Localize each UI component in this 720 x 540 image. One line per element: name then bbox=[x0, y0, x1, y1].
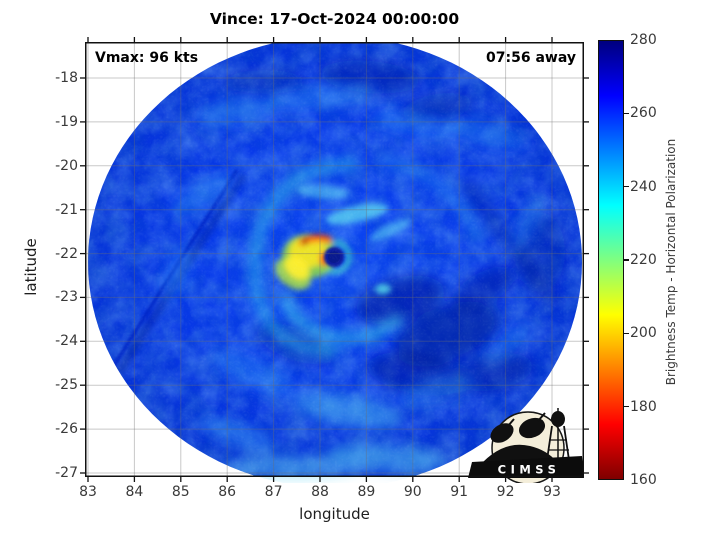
y-tick-label: -27 bbox=[55, 465, 78, 481]
cimss-logo-text: CIMSS bbox=[498, 463, 561, 477]
cimss-logo: CIMSS bbox=[468, 408, 584, 483]
axis-tick-marks bbox=[80, 37, 589, 482]
colorbar-tick-label: 280 bbox=[630, 32, 657, 48]
y-tick-label: -18 bbox=[55, 70, 78, 86]
y-tick-label: -21 bbox=[55, 201, 78, 218]
x-tick-label: 91 bbox=[450, 484, 469, 500]
colorbar-tick-mark bbox=[624, 332, 629, 335]
y-tick-label: -22 bbox=[55, 245, 78, 262]
colorbar-tick-mark bbox=[624, 112, 629, 115]
storm-swath bbox=[88, 42, 582, 479]
colorbar-tick-label: 260 bbox=[630, 105, 657, 122]
x-tick-label: 83 bbox=[79, 484, 97, 500]
satellite-dishes-icon bbox=[483, 412, 557, 462]
plot-border bbox=[85, 42, 584, 477]
y-tick-label: -23 bbox=[55, 289, 78, 306]
y-tick-label: -19 bbox=[55, 113, 78, 130]
colorbar-tick-mark bbox=[624, 185, 629, 188]
x-tick-label: 85 bbox=[171, 484, 190, 500]
plot-title: Vince: 17-Oct-2024 00:00:00 bbox=[209, 10, 460, 28]
x-tick-label: 93 bbox=[543, 484, 561, 500]
colorbar-tick-label: 220 bbox=[630, 252, 657, 268]
colorbar bbox=[598, 40, 624, 480]
colorbar-tick-label: 180 bbox=[630, 398, 657, 415]
x-tick-label: 87 bbox=[264, 484, 283, 500]
y-tick-label: -26 bbox=[55, 421, 78, 438]
y-tick-label: -25 bbox=[55, 377, 78, 394]
satellite-image: CIMSS bbox=[80, 37, 589, 483]
x-tick-label: 92 bbox=[496, 484, 515, 500]
y-tick-label: -20 bbox=[55, 157, 78, 174]
y-axis-label: latitude bbox=[22, 238, 40, 296]
colorbar-tick-mark bbox=[624, 405, 629, 408]
water-tower-icon bbox=[546, 408, 570, 461]
plot-content: CIMSS bbox=[85, 42, 584, 483]
logo-banner bbox=[468, 456, 584, 478]
y-tick-label: -24 bbox=[55, 333, 78, 350]
colorbar-tick-label: 200 bbox=[630, 325, 657, 342]
x-tick-label: 88 bbox=[311, 484, 329, 500]
x-tick-label: 89 bbox=[357, 484, 376, 500]
gridlines bbox=[85, 42, 584, 477]
colorbar-gradient bbox=[599, 41, 623, 479]
colorbar-tick-label: 160 bbox=[630, 472, 657, 488]
colorbar-tick-label: 240 bbox=[630, 178, 657, 195]
x-tick-label: 86 bbox=[218, 484, 237, 500]
colorbar-tick-mark bbox=[624, 259, 629, 261]
x-tick-label: 90 bbox=[403, 484, 422, 500]
x-axis-label: longitude bbox=[299, 505, 370, 523]
x-tick-label: 84 bbox=[125, 484, 144, 500]
